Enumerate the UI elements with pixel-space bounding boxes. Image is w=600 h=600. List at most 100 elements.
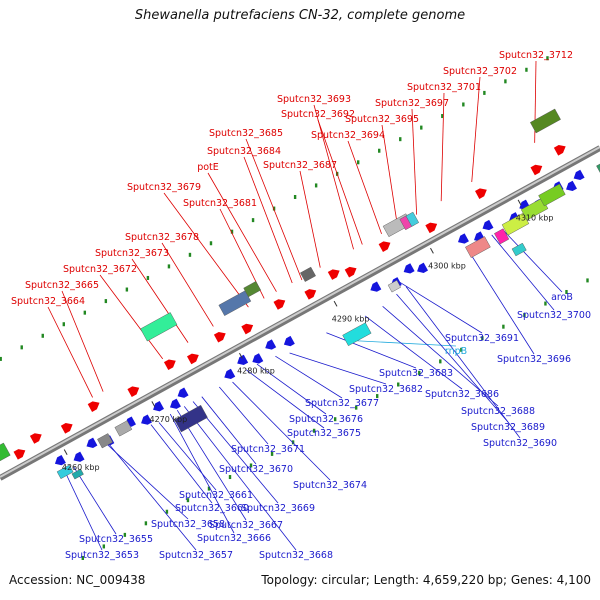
homology-block bbox=[243, 281, 261, 298]
leader-line bbox=[73, 466, 117, 535]
reverse-gene-label: Sputcn32_3668 bbox=[259, 550, 333, 561]
homology-block bbox=[300, 266, 316, 282]
forward-gene bbox=[475, 188, 487, 199]
leader-line bbox=[275, 355, 343, 399]
reverse-gene-label: Sputcn32_3653 bbox=[65, 550, 139, 561]
tick-label: 4270 kbp bbox=[149, 415, 187, 424]
gc-dot bbox=[586, 278, 589, 283]
forward-gene bbox=[530, 164, 543, 176]
map-title: Shewanella putrefaciens CN-32, complete … bbox=[134, 8, 466, 23]
leader-line bbox=[176, 409, 247, 521]
forward-gene-label: Sputcn32_3695 bbox=[345, 114, 419, 125]
leader-line bbox=[201, 396, 257, 465]
leader-line bbox=[313, 104, 354, 250]
forward-gene-label: Sputcn32_3692 bbox=[281, 109, 355, 120]
reverse-gene-label: Sputcn32_3688 bbox=[461, 406, 535, 417]
gc-dot bbox=[565, 289, 568, 294]
gc-dot bbox=[523, 313, 526, 318]
tick-mark bbox=[333, 300, 338, 307]
reverse-gene bbox=[153, 401, 165, 412]
reverse-gene-label: Sputcn32_3669 bbox=[241, 503, 315, 514]
reverse-gene bbox=[169, 398, 181, 409]
gc-dot bbox=[165, 509, 169, 514]
forward-gene bbox=[425, 222, 438, 234]
gc-dot bbox=[420, 125, 423, 130]
forward-gene-label: Sputcn32_3712 bbox=[499, 50, 573, 61]
gc-dot bbox=[525, 67, 528, 72]
reverse-gene bbox=[141, 414, 153, 425]
forward-gene bbox=[13, 449, 26, 460]
forward-gene bbox=[127, 386, 140, 397]
gc-dot bbox=[439, 359, 442, 364]
forward-gene-label: Sputcn32_3702 bbox=[443, 66, 517, 77]
homology-block bbox=[174, 404, 208, 433]
reverse-gene bbox=[417, 262, 429, 273]
reverse-gene-label: Sputcn32_3666 bbox=[197, 533, 271, 544]
leader-line bbox=[256, 363, 327, 415]
reverse-gene-label: Sputcn32_3657 bbox=[159, 550, 233, 561]
reverse-gene-label: Sputcn32_3655 bbox=[79, 534, 153, 545]
leader-line bbox=[158, 422, 217, 491]
reverse-gene-label: Sputcn32_3671 bbox=[231, 444, 305, 455]
leader-line bbox=[246, 369, 325, 429]
forward-gene bbox=[60, 423, 73, 434]
leader-line bbox=[183, 406, 297, 551]
leader-line bbox=[382, 306, 499, 407]
reverse-gene bbox=[283, 335, 295, 347]
forward-gene-label: Sputcn32_3679 bbox=[127, 182, 201, 193]
forward-gene-label: Sputcn32_3685 bbox=[209, 128, 283, 139]
leader-line bbox=[398, 281, 483, 334]
reverse-gene-label: Sputcn32_3676 bbox=[289, 414, 363, 425]
gc-dot bbox=[123, 532, 127, 537]
leader-line bbox=[347, 140, 382, 235]
homology-block bbox=[465, 236, 491, 258]
gc-dot bbox=[356, 160, 360, 165]
tick-mark bbox=[63, 449, 68, 456]
leader-line bbox=[501, 228, 563, 293]
forward-gene-label: Sputcn32_3672 bbox=[63, 264, 137, 275]
leader-line bbox=[169, 413, 235, 534]
tick-label: 4280 kbp bbox=[237, 367, 275, 376]
reverse-gene-label: Sputcn32_3658 bbox=[151, 519, 225, 530]
leader-line bbox=[106, 443, 189, 520]
leader-line bbox=[219, 386, 269, 445]
homology-block bbox=[114, 420, 133, 437]
tick-mark bbox=[517, 199, 522, 206]
tick-mark bbox=[151, 401, 156, 407]
accession-text: Accession: NC_009438 bbox=[9, 573, 146, 587]
gc-dot bbox=[230, 229, 234, 234]
leader-line bbox=[192, 401, 279, 504]
gc-dot bbox=[249, 463, 253, 468]
reverse-gene-label: Sputcn32_3690 bbox=[483, 438, 557, 449]
leader-line bbox=[491, 234, 555, 311]
homology-block bbox=[56, 464, 74, 480]
gc-dot bbox=[333, 417, 337, 422]
reverse-gene-label: Sputcn32_3682 bbox=[349, 384, 423, 395]
tick-mark bbox=[239, 352, 243, 359]
gc-dot bbox=[104, 299, 108, 304]
forward-gene-label: Sputcn32_3681 bbox=[183, 198, 257, 209]
reverse-gene-label: Sputcn32_3677 bbox=[305, 398, 379, 409]
leader-line bbox=[245, 138, 303, 281]
gc-dot bbox=[186, 498, 190, 503]
reverse-gene bbox=[54, 454, 66, 466]
reverse-gene-label: Sputcn32_3675 bbox=[287, 428, 361, 439]
reverse-gene-label: Sputcn32_3689 bbox=[471, 422, 545, 433]
gc-dot bbox=[481, 336, 484, 341]
gc-dot bbox=[146, 275, 150, 280]
leader-line bbox=[411, 108, 418, 215]
forward-gene bbox=[163, 359, 176, 371]
leader-line bbox=[440, 92, 445, 202]
gc-dot bbox=[354, 405, 358, 410]
gc-dot bbox=[483, 90, 486, 95]
leader-line bbox=[232, 381, 331, 481]
leader-line bbox=[150, 424, 213, 504]
reverse-gene bbox=[566, 180, 577, 192]
homology-block bbox=[218, 290, 252, 316]
forward-gene-label: Sputcn32_3678 bbox=[125, 232, 199, 243]
forward-gene-label: potE bbox=[197, 162, 219, 173]
forward-gene-label: Sputcn32_3693 bbox=[277, 94, 351, 105]
gc-dot bbox=[441, 114, 444, 119]
reverse-gene-label: Sputcn32_3700 bbox=[517, 310, 591, 321]
homology-block bbox=[538, 183, 566, 207]
